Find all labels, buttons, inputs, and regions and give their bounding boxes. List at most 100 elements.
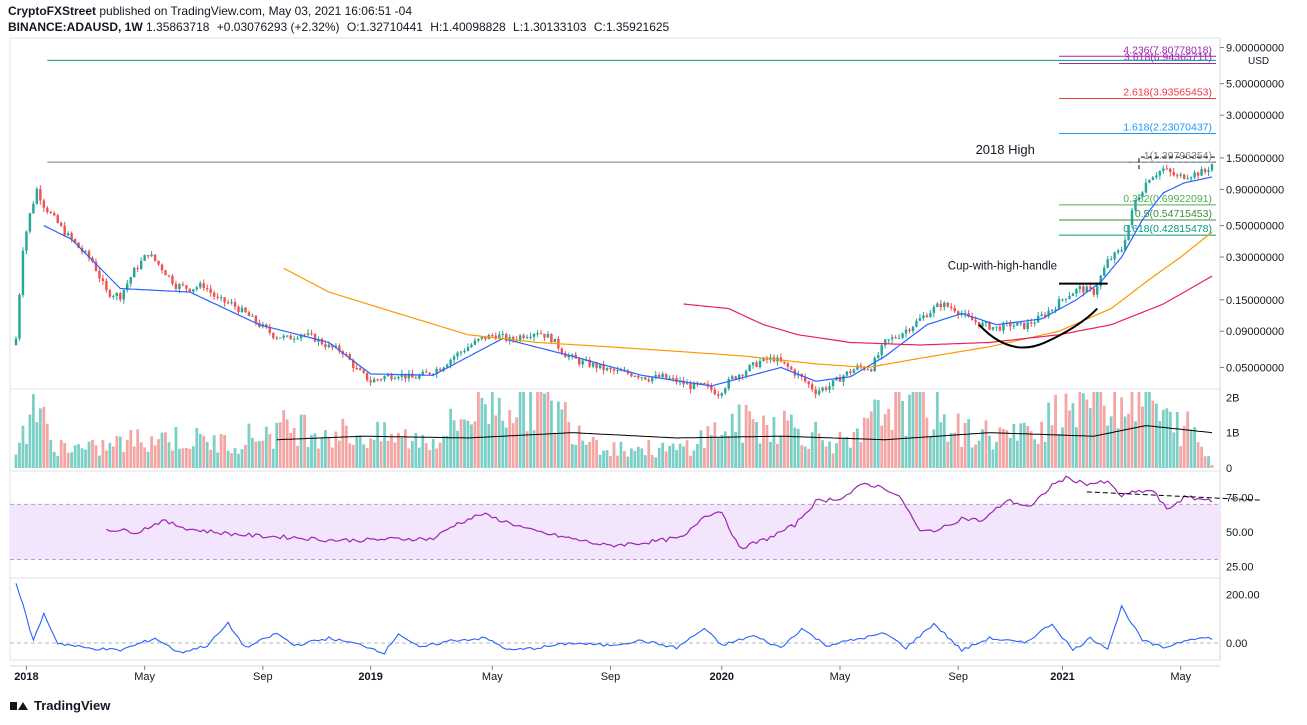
candle-body	[744, 371, 748, 376]
candle-body	[567, 355, 571, 358]
volume-bar	[358, 435, 362, 468]
candle-body	[762, 357, 765, 361]
candle-body	[758, 360, 762, 367]
volume-bar	[671, 443, 675, 468]
candle-body	[616, 370, 619, 372]
price-axis-label: 0.09000000	[1226, 326, 1284, 338]
volume-bar	[438, 442, 442, 468]
candle-body	[254, 315, 258, 323]
candle-body	[546, 334, 550, 338]
candle	[1120, 246, 1123, 253]
volume-bar	[494, 415, 498, 468]
candle	[279, 337, 282, 339]
volume-bar	[709, 435, 713, 468]
candle-body	[591, 362, 595, 367]
price-axis-label: 0.30000000	[1226, 252, 1284, 264]
candle-body	[1176, 175, 1179, 177]
candle	[525, 334, 529, 339]
candle-body	[1141, 192, 1144, 198]
candle-body	[925, 315, 929, 318]
candles-group	[14, 163, 1214, 399]
candle	[852, 368, 856, 374]
candle-body	[1158, 170, 1162, 176]
candle-body	[212, 292, 216, 297]
candle-body	[49, 211, 52, 214]
candle	[518, 333, 522, 343]
volume-bar	[515, 417, 519, 468]
candle-body	[101, 278, 105, 281]
volume-bar	[1130, 392, 1134, 468]
volume-bar	[1068, 410, 1071, 468]
candle-body	[588, 359, 591, 367]
candle	[206, 284, 209, 292]
volume-bar	[1127, 413, 1130, 468]
volume-bar	[337, 440, 341, 468]
symbol-label[interactable]: BINANCE:ADAUSD, 1W	[8, 20, 143, 34]
candle-body	[438, 368, 442, 371]
volume-bar	[351, 444, 355, 468]
volume-bar	[880, 425, 884, 468]
volume-bar	[87, 441, 91, 468]
candle	[63, 221, 66, 237]
volume-bar	[480, 397, 484, 468]
candle	[657, 372, 661, 378]
volume-bar	[1081, 393, 1085, 468]
volume-bar	[223, 434, 226, 468]
volume-bar	[184, 447, 188, 468]
candle-body	[977, 322, 981, 327]
volume-bar	[313, 433, 317, 468]
candle-body	[1047, 310, 1050, 317]
volume-bar	[230, 453, 233, 468]
candle	[46, 205, 49, 215]
candle-body	[14, 338, 18, 345]
candle	[171, 273, 174, 286]
candle-body	[790, 366, 793, 370]
volume-bar	[111, 446, 115, 468]
volume-bar	[157, 439, 160, 468]
candle	[310, 329, 313, 336]
candle-body	[226, 302, 230, 304]
volume-bar	[1036, 443, 1040, 468]
candle	[470, 342, 473, 348]
candle	[66, 231, 70, 237]
candle	[59, 221, 63, 228]
candle	[720, 392, 723, 399]
candle-body	[1033, 322, 1036, 324]
volume-bar	[703, 447, 706, 468]
candle	[539, 329, 543, 335]
candle	[202, 279, 205, 291]
tradingview-logo[interactable]: TradingView	[10, 698, 110, 713]
candle-body	[706, 383, 710, 386]
volume-bar	[550, 400, 553, 468]
candle	[522, 333, 525, 340]
volume-bar	[31, 394, 35, 468]
candle-body	[911, 326, 915, 331]
volume-bar	[1116, 428, 1120, 468]
candle	[1040, 311, 1043, 317]
volume-bar	[178, 448, 181, 468]
tradingview-logo-icon	[10, 700, 28, 712]
candle	[727, 376, 730, 391]
volume-bar	[306, 447, 310, 468]
candle-body	[32, 203, 35, 214]
candle	[338, 343, 341, 354]
volume-bar	[640, 448, 644, 468]
candle-body	[984, 322, 988, 324]
candle	[112, 294, 115, 300]
candle-body	[1113, 252, 1116, 260]
candle-body	[578, 358, 581, 365]
candle-body	[418, 375, 421, 379]
volume-bar	[150, 436, 153, 468]
volume-bar	[108, 442, 112, 468]
candle	[463, 348, 466, 354]
candle	[400, 369, 404, 381]
candle-body	[421, 371, 424, 376]
candle-body	[25, 231, 28, 251]
candle-body	[313, 333, 317, 342]
publisher-name[interactable]: CryptoFXStreet	[8, 4, 97, 18]
candle	[164, 269, 167, 276]
candle	[1019, 321, 1022, 327]
volume-bar	[386, 440, 390, 468]
candle	[703, 382, 706, 385]
